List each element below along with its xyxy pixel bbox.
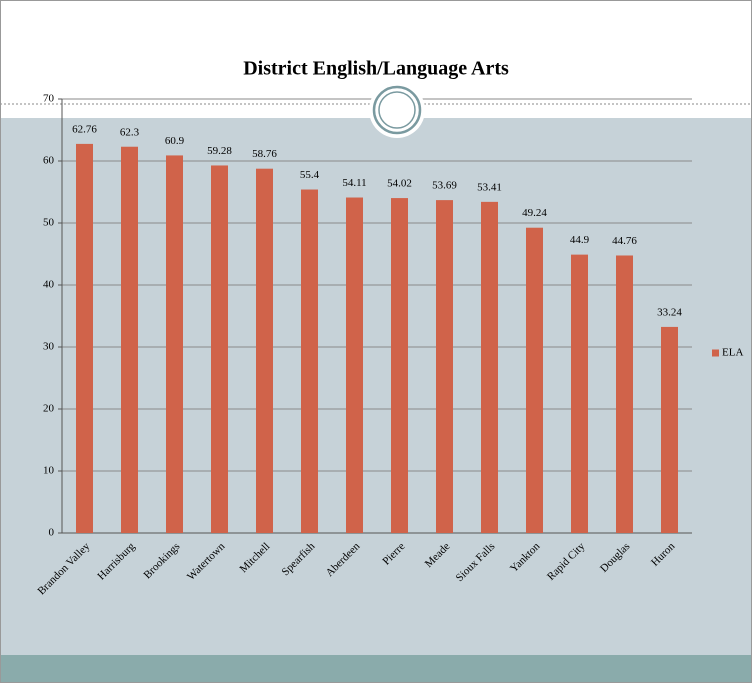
y-tick-label: 40 — [43, 279, 55, 291]
y-tick-label: 30 — [43, 341, 55, 353]
data-label: 54.02 — [387, 178, 412, 190]
data-label: 60.9 — [165, 135, 185, 147]
bar — [481, 201, 498, 533]
data-label: 44.9 — [570, 234, 590, 246]
data-label: 62.76 — [72, 123, 97, 135]
data-label: 55.4 — [300, 169, 320, 181]
ornament-ring — [372, 85, 422, 135]
y-tick-label: 0 — [49, 527, 55, 539]
data-label: 44.76 — [612, 235, 637, 247]
bar — [121, 146, 138, 534]
data-label: 59.28 — [207, 145, 232, 157]
content-panel — [0, 118, 752, 655]
y-tick-label: 10 — [43, 465, 55, 477]
bar — [256, 168, 273, 534]
legend-swatch — [712, 349, 719, 357]
bar — [391, 198, 408, 534]
y-tick-label: 60 — [43, 155, 55, 167]
bar — [616, 255, 633, 533]
y-tick-label: 50 — [43, 217, 55, 229]
ornament-inner — [378, 91, 416, 129]
y-tick-label: 20 — [43, 403, 55, 415]
data-label: 49.24 — [522, 207, 547, 219]
data-label: 54.11 — [342, 177, 366, 189]
bar — [211, 165, 228, 534]
bar — [301, 189, 318, 533]
ornament-outer — [369, 82, 425, 138]
bar — [526, 227, 543, 533]
data-label: 53.69 — [432, 180, 457, 192]
y-tick-label: 70 — [43, 93, 55, 105]
bar — [166, 155, 183, 534]
bar — [76, 143, 93, 533]
data-label: 33.24 — [657, 306, 682, 318]
footer-band — [0, 655, 752, 683]
bar — [346, 197, 363, 533]
data-label: 62.3 — [120, 126, 140, 138]
data-label: 53.41 — [477, 181, 502, 193]
chart-title: District English/Language Arts — [243, 58, 509, 80]
bar — [436, 200, 453, 533]
data-label: 58.76 — [252, 148, 277, 160]
bar — [661, 326, 678, 533]
bar — [571, 254, 588, 533]
legend-label: ELA — [722, 347, 743, 359]
